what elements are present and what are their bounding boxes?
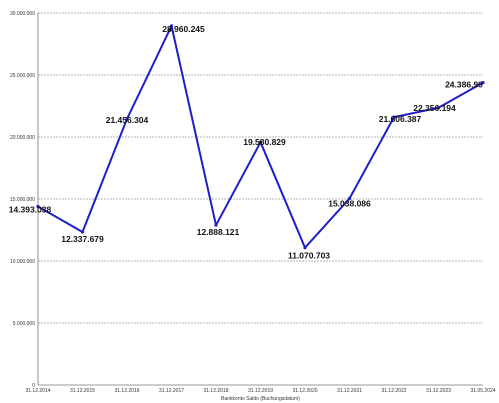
x-tick-label: 31.12.2017	[159, 388, 184, 394]
y-tick-label: 5.000.000	[13, 321, 35, 327]
x-tick-label: 31.12.2020	[292, 388, 317, 394]
x-tick-label: 31.12.2015	[70, 388, 95, 394]
y-tick-labels: 0 5.000.000 10.000.000 15.000.000 20.000.000…	[10, 11, 35, 389]
data-label: 15.038.086	[328, 199, 371, 209]
data-point	[303, 246, 307, 250]
data-point	[169, 24, 174, 28]
data-label: 19.580.829	[243, 137, 286, 147]
data-point	[125, 117, 129, 121]
data-point	[258, 140, 263, 144]
y-tick-label: 30.000.000	[10, 11, 35, 17]
data-label: 11.070.703	[288, 251, 330, 261]
y-tick-label: 25.000.000	[10, 73, 35, 79]
data-point	[36, 204, 40, 209]
x-tick-label: 31.12.2016	[114, 388, 139, 394]
data-label: 14.393.038	[9, 205, 52, 215]
data-points	[36, 24, 485, 250]
data-label: 21.606.387	[379, 114, 422, 124]
x-tick-label: 31.12.2021	[337, 388, 362, 394]
data-label: 22.356.194	[413, 103, 456, 113]
x-tick-label: 31.12.2019	[248, 388, 273, 394]
data-point	[481, 81, 485, 85]
x-axis-title: Bankkonto Saldo (Buchungsdatum)	[221, 396, 300, 402]
data-label: 12.888.121	[197, 227, 240, 237]
data-point	[392, 115, 396, 119]
y-tick-label: 20.000.000	[10, 135, 35, 141]
x-tick-label: 31.12.2014	[25, 388, 50, 394]
data-label: 21.456.304	[106, 115, 149, 125]
data-point	[80, 230, 85, 234]
x-tick-label: 31.12.2022	[381, 388, 406, 394]
y-tick-label: 10.000.000	[10, 259, 35, 265]
data-label: 28.960.245	[162, 24, 205, 34]
x-tick-label: 31.12.2023	[426, 388, 451, 394]
x-tick-label: 31.05.2024	[470, 388, 495, 394]
data-point	[347, 196, 352, 201]
x-tick-labels: 31.12.2014 31.12.2015 31.12.2016 31.12.2017…	[25, 388, 495, 394]
y-tick-label: 0	[32, 383, 35, 389]
x-tick-label: 31.12.2018	[203, 388, 228, 394]
grid-lines	[38, 12, 483, 324]
data-point	[436, 106, 441, 110]
data-label: 12.337.679	[61, 234, 104, 244]
y-tick-label: 15.000.000	[10, 197, 35, 203]
data-point	[214, 223, 218, 227]
data-labels: 14.393.038 12.337.679 21.456.304 28.960.245…	[9, 24, 483, 261]
data-label: 24.386.99	[445, 80, 483, 90]
